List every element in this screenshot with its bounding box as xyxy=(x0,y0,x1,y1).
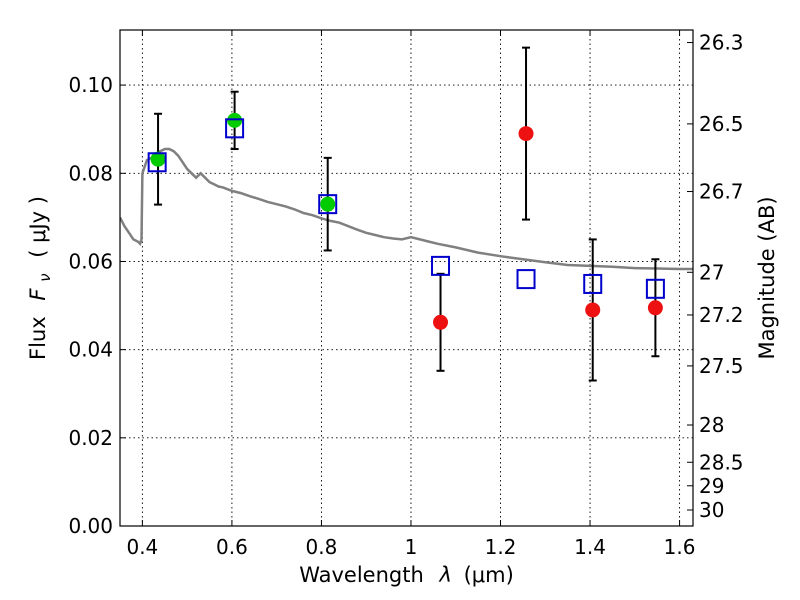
x-tick-label: 0.6 xyxy=(216,535,248,559)
gridlines xyxy=(120,30,693,527)
x-axis-label-text: Wavelength xyxy=(299,563,424,587)
model-spectrum-line xyxy=(120,147,693,271)
data-point xyxy=(227,112,243,128)
x-tick-label: 1.2 xyxy=(485,535,517,559)
model-point xyxy=(225,118,245,139)
magnitude-tick-label: 26.3 xyxy=(699,31,744,55)
data-point xyxy=(320,196,336,212)
data-point xyxy=(585,302,601,318)
tick-marks xyxy=(120,30,693,527)
y-axis-label-unit: ( μJy ) xyxy=(26,196,50,258)
x-tick-labels: 0.4 0.6 0.8 1 1.2 1.4 1.6 xyxy=(126,535,695,559)
x-axis-label-unit: (μm) xyxy=(464,563,514,587)
data-point xyxy=(518,126,534,142)
model-point xyxy=(147,152,167,173)
x-axis-label-symbol: λ xyxy=(438,563,451,587)
model-point xyxy=(318,194,338,215)
x-axis-label: Wavelength λ (μm) xyxy=(299,563,514,587)
model-point xyxy=(516,269,536,290)
y-axis-label-symbol: F xyxy=(26,288,50,301)
y-tick-label: 0.08 xyxy=(68,161,113,185)
data-markers xyxy=(147,112,665,330)
model-point xyxy=(645,278,665,299)
y-tick-label: 0.00 xyxy=(68,514,113,538)
x-tick-label: 1 xyxy=(405,535,418,559)
y-axis-label-text: Flux xyxy=(26,316,50,360)
data-point xyxy=(433,314,449,330)
model-point xyxy=(583,273,603,294)
y-tick-label: 0.10 xyxy=(68,73,113,97)
magnitude-tick-label: 28.5 xyxy=(699,450,744,474)
magnitude-tick-label: 27 xyxy=(699,260,724,284)
data-point xyxy=(150,151,166,167)
magnitude-tick-label: 27.2 xyxy=(699,303,744,327)
y-tick-label: 0.04 xyxy=(68,338,113,362)
model-point xyxy=(431,255,451,276)
magnitude-tick-label: 26.7 xyxy=(699,180,744,204)
y-tick-label: 0.06 xyxy=(68,249,113,273)
magnitude-tick-label: 30 xyxy=(699,498,724,522)
model-spectrum-layer xyxy=(120,147,693,271)
plot-frame xyxy=(119,29,694,527)
magnitude-tick-label: 29 xyxy=(699,474,724,498)
magnitude-tick-label: 28 xyxy=(699,413,724,437)
y-axis-label-subscript: ν xyxy=(36,273,54,281)
x-tick-label: 1.4 xyxy=(574,535,606,559)
y-axis-label: Flux F ν ( μJy ) xyxy=(26,196,55,360)
data-point xyxy=(647,300,663,316)
magnitude-axis-label: Magnitude (AB) xyxy=(755,196,779,359)
x-tick-label: 1.6 xyxy=(664,535,696,559)
x-tick-label: 0.8 xyxy=(306,535,338,559)
error-bars xyxy=(154,46,660,382)
x-tick-label: 0.4 xyxy=(126,535,158,559)
magnitude-tick-label: 27.5 xyxy=(699,354,744,378)
y-tick-labels: 0.00 0.02 0.04 0.06 0.08 0.10 xyxy=(68,73,113,538)
magnitude-tick-label: 26.5 xyxy=(699,112,744,136)
y-tick-label: 0.02 xyxy=(68,426,113,450)
